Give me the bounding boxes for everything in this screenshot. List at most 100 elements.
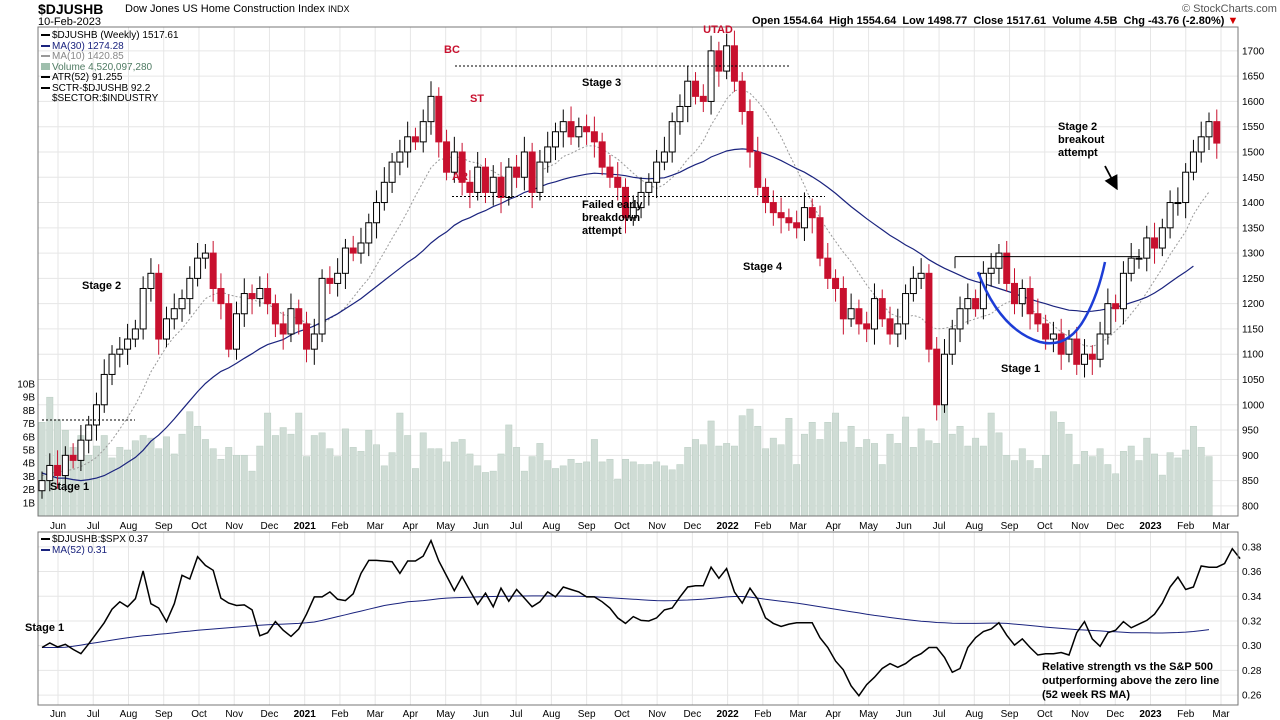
volume-bar [334,456,342,517]
candle-body [1158,227,1166,249]
candle-body [660,151,668,163]
legend-volume[interactable]: Volume 4,520,097,280 [41,62,179,74]
candle-body [170,308,178,320]
legend-ma30[interactable]: MA(30) 1274.28 [41,41,179,53]
volume-bar [590,439,598,517]
volume-bar [1166,452,1174,517]
month-label-bottom: Dec [1106,709,1124,720]
candle-body [583,126,591,133]
volume-bar [1088,456,1096,517]
volume-tick-label: 4B [23,459,36,470]
volume-bar [1073,464,1081,517]
candle-body [341,247,349,274]
candle-body [622,186,629,219]
legend-price[interactable]: $DJUSHB (Weekly) 1517.61 [41,30,179,42]
candle-body [956,308,964,330]
candle-body [754,151,762,188]
candle-body [240,293,248,315]
month-label-bottom: Mar [367,709,385,720]
candle-body [497,176,505,198]
price-tick-label: 1050 [1242,375,1265,386]
candle-body [303,323,311,350]
candle-body [692,80,700,97]
candle-body [458,151,466,183]
price-tick-label: 1150 [1242,324,1264,335]
candle-body [832,277,840,289]
candle-body [92,404,100,426]
candle-body [326,277,334,284]
candle-body [528,151,536,193]
volume-tick-label: 9B [23,393,36,404]
volume-bar [404,435,412,517]
volume-bar [676,464,684,517]
symbol-title: $DJUSHB [38,1,104,17]
candle-body [1073,338,1081,365]
month-label-top: May [859,521,878,532]
rs-ma-swatch [41,548,50,551]
annot-stage4: Stage 4 [743,261,783,273]
volume-bar [987,412,995,517]
candle-body [225,303,233,350]
volume-bar [474,465,482,517]
month-label-bottom: Jun [896,709,912,720]
volume-bar [1018,448,1026,517]
volume-bar [209,448,217,517]
annot-failed-line2: breakdown [582,212,640,224]
volume-bar [871,443,878,517]
volume-bar [832,412,840,517]
price-panel-frame [37,26,1239,517]
volume-tick-label: 5B [23,446,36,457]
legend-rs[interactable]: $DJUSHB:$SPX 0.37 [41,534,148,546]
month-label-bottom: Aug [965,709,983,720]
candle-body [178,298,186,310]
month-label-bottom: Feb [1177,709,1195,720]
price-tick-label: 900 [1242,451,1259,462]
legend-rs-ma[interactable]: MA(52) 0.31 [41,545,148,557]
stockcharts-brand[interactable]: © StockCharts.com [1182,3,1277,15]
volume-bar [388,452,396,517]
candle-body [1151,237,1159,249]
month-label-top: Sep [578,521,596,532]
legend-ma10[interactable]: MA(10) 1420.85 [41,51,179,63]
candle-body [46,464,54,482]
legend-atr[interactable]: ATR(52) 91.255 [41,72,179,84]
candle-body [450,151,458,173]
volume-bar [1158,474,1166,517]
volume-bar [497,453,505,517]
candle-body [1003,252,1011,284]
volume-bar [692,439,699,517]
annot-breakout-line3: attempt [1058,147,1098,159]
volume-bar [559,465,567,517]
candle-body [1081,353,1089,365]
volume-bar [528,456,536,517]
month-label-top: Mar [1212,521,1230,532]
annotations: Stage 1 Stage 2 BC ST AR UTAD Stage 3 Failed ea… [25,24,1219,701]
month-label-top: Mar [789,521,807,532]
month-label-top: Aug [120,521,138,532]
candle-body [505,166,513,198]
volume-tick-label: 1B [23,498,36,509]
candle-body [349,247,357,254]
rs-tick-label: 0.38 [1242,542,1262,553]
candle-body [762,186,770,204]
month-label-top: Oct [1037,521,1053,532]
candle-body [279,323,287,335]
index-full-name: Dow Jones US Home Construction Index [125,3,325,15]
volume-bar [264,412,272,517]
volume-tick-label: 10B [17,380,35,391]
volume-bar [194,425,202,517]
month-label-bottom: Nov [648,709,666,720]
candle-body [100,373,108,406]
candle-body [411,136,419,143]
volume-bar [178,433,186,517]
annot-rs-note-line1: Relative strength vs the S&P 500 [1042,661,1213,673]
month-label-bottom: Jul [510,709,523,720]
candle-body [1182,171,1190,204]
price-tick-label: 1450 [1242,173,1265,184]
rs-swatch [41,538,50,541]
volume-bar [855,447,863,517]
legend-sctr[interactable]: SCTR-$DJUSHB 92.2 [41,83,179,95]
volume-bar [902,416,910,517]
candle-body [1197,136,1205,153]
month-label-top: Nov [1071,521,1089,532]
